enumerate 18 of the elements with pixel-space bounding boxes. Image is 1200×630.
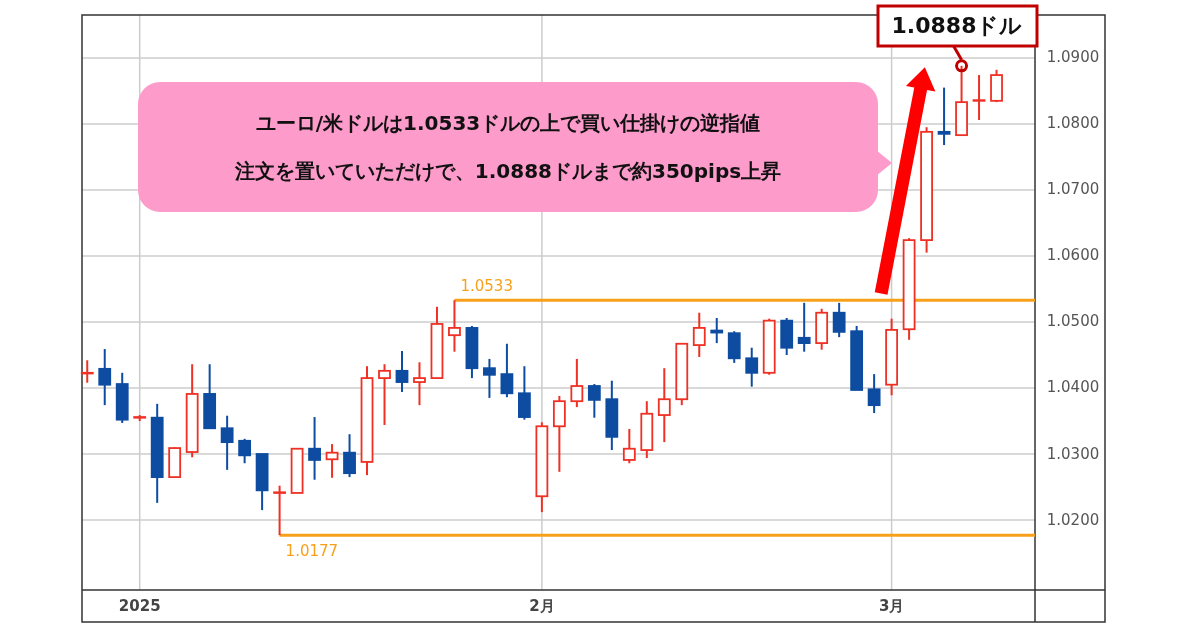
ref-line-label: 1.0533 xyxy=(460,276,513,295)
callout: ユーロ/米ドルは1.0533ドルの上で買い仕掛けの逆指値 注文を置いていただけで、1.0888ドルまで約350pips上昇 xyxy=(138,82,892,212)
y-tick-label: 1.0800 xyxy=(1046,114,1100,133)
ref-line-label: 1.0177 xyxy=(285,541,339,560)
annotation: 注文を置いていただけで、1.0888ドルまで約350pips上昇 xyxy=(233,158,782,183)
y-tick-label: 1.0300 xyxy=(1046,444,1100,463)
y-tick-label: 1.0600 xyxy=(1046,246,1100,265)
y-tick-label: 1.0500 xyxy=(1046,312,1100,331)
y-tick-label: 1.0200 xyxy=(1046,510,1100,529)
y-tick-label: 1.0400 xyxy=(1046,378,1100,397)
y-tick-label: 1.0900 xyxy=(1046,48,1100,67)
label-callout: 1.0888ドル xyxy=(876,4,1039,73)
annotation: 1.0888ドル xyxy=(891,13,1023,38)
x-tick-label: 3月 xyxy=(878,596,905,615)
annotation: ユーロ/米ドルは1.0533ドルの上で買い仕掛けの逆指値 xyxy=(255,110,761,135)
y-tick-label: 1.0700 xyxy=(1046,180,1100,199)
x-tick-label: 2月 xyxy=(529,596,555,615)
x-tick-label: 2025 xyxy=(118,596,161,615)
